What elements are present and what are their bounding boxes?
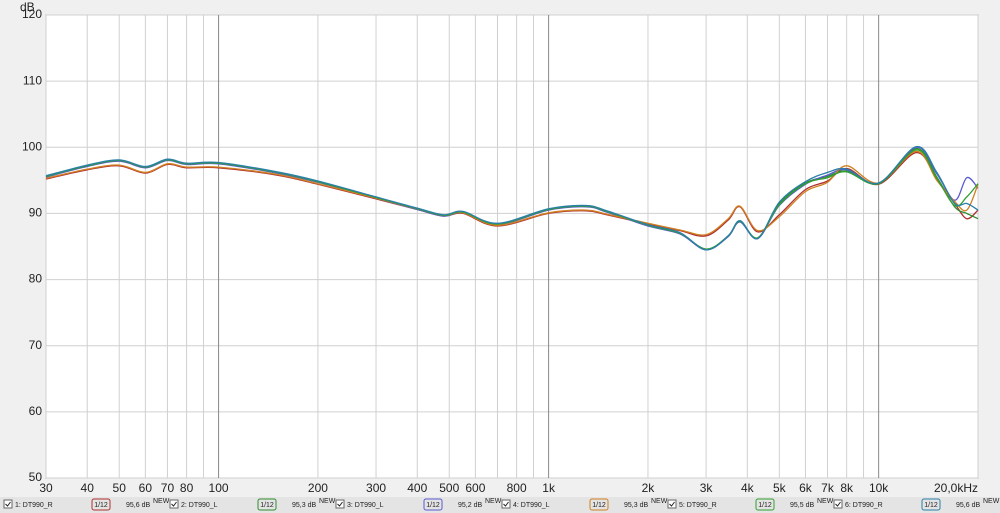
legend-tag: NEW — [651, 498, 668, 505]
y-tick-label: 60 — [29, 404, 43, 418]
legend-tag: NEW — [983, 498, 1000, 505]
legend-tag: NEW — [153, 498, 170, 505]
smoothing-box[interactable] — [755, 498, 775, 511]
legend-smoothing: 1/12 — [94, 502, 108, 509]
series-line — [45, 145, 979, 251]
legend-check — [171, 501, 177, 507]
legend-check — [337, 501, 343, 507]
x-tick-label: 8k — [840, 481, 854, 495]
legend-smoothing: 1/12 — [592, 502, 606, 509]
smoothing-box[interactable] — [91, 498, 111, 511]
x-tick-label: 70 — [161, 481, 175, 495]
x-tick-label: 10k — [869, 481, 889, 495]
legend-tag: NEW — [817, 498, 834, 505]
x-tick-label: 50 — [113, 481, 127, 495]
x-tick-label: 40 — [81, 481, 95, 495]
legend-check — [835, 501, 841, 507]
x-tick-label: 400 — [407, 481, 427, 495]
y-tick-label: 50 — [29, 470, 43, 484]
legend-checkbox[interactable] — [501, 499, 511, 509]
legend-tag: NEW — [485, 498, 502, 505]
x-tick-label: 500 — [439, 481, 459, 495]
legend-name: 5: DT990_R — [679, 502, 717, 509]
legend-level: 95,6 dB — [956, 502, 980, 509]
legend-checkbox[interactable] — [833, 499, 843, 509]
legend-tag: NEW — [319, 498, 336, 505]
y-tick-label: 100 — [22, 139, 42, 153]
x-tick-label: 7k — [821, 481, 835, 495]
legend-level: 95,3 dB — [292, 502, 316, 509]
legend-smoothing: 1/12 — [426, 502, 440, 509]
x-tick-label: 800 — [507, 481, 527, 495]
y-tick-label: 120 — [22, 7, 42, 21]
x-tick-label: 2k — [642, 481, 656, 495]
x-tick-label: 30 — [39, 481, 53, 495]
legend-smoothing: 1/12 — [924, 502, 938, 509]
legend-check — [669, 501, 675, 507]
x-tick-label: 200 — [308, 481, 328, 495]
legend-name: 1: DT990_R — [15, 502, 53, 509]
legend-check — [503, 501, 509, 507]
x-tick-label: 60 — [139, 481, 153, 495]
smoothing-box[interactable] — [589, 498, 609, 511]
x-tick-label: 3k — [700, 481, 714, 495]
y-tick-label: 80 — [29, 272, 43, 286]
y-tick-label: 70 — [29, 338, 43, 352]
legend-bar — [0, 497, 1000, 513]
plot-area — [45, 14, 979, 479]
x-tick-label: 20,0kHz — [934, 481, 978, 495]
smoothing-box[interactable] — [921, 498, 941, 511]
x-tick-label: 6k — [799, 481, 813, 495]
series-line — [45, 150, 979, 236]
legend-checkbox[interactable] — [169, 499, 179, 509]
y-tick-label: 110 — [23, 73, 42, 87]
x-tick-label: 80 — [180, 481, 194, 495]
legend-smoothing: 1/12 — [758, 502, 772, 509]
x-tick-label: 5k — [773, 481, 787, 495]
legend-checkbox[interactable] — [667, 499, 677, 509]
legend-name: 6: DT990_R — [845, 502, 883, 509]
legend-checkbox[interactable] — [3, 499, 13, 509]
legend-level: 95,3 dB — [624, 502, 648, 509]
legend-name: 4: DT990_L — [513, 502, 550, 509]
legend-level: 95,6 dB — [126, 502, 150, 509]
smoothing-box[interactable] — [257, 498, 277, 511]
legend-smoothing: 1/12 — [260, 502, 274, 509]
legend-name: 2: DT990_L — [181, 502, 218, 509]
smoothing-box[interactable] — [423, 498, 443, 511]
y-tick-label: 90 — [29, 206, 43, 220]
legend-check — [5, 501, 11, 507]
x-tick-label: 1k — [542, 481, 556, 495]
legend-checkbox[interactable] — [335, 499, 345, 509]
x-tick-label: 300 — [366, 481, 386, 495]
x-tick-label: 4k — [741, 481, 755, 495]
legend-level: 95,5 dB — [790, 502, 814, 509]
y-axis-label: dB — [20, 0, 35, 14]
x-tick-label: 600 — [465, 481, 485, 495]
legend-level: 95,2 dB — [458, 502, 482, 509]
legend-name: 3: DT990_L — [347, 502, 384, 509]
x-tick-label: 100 — [209, 481, 229, 495]
